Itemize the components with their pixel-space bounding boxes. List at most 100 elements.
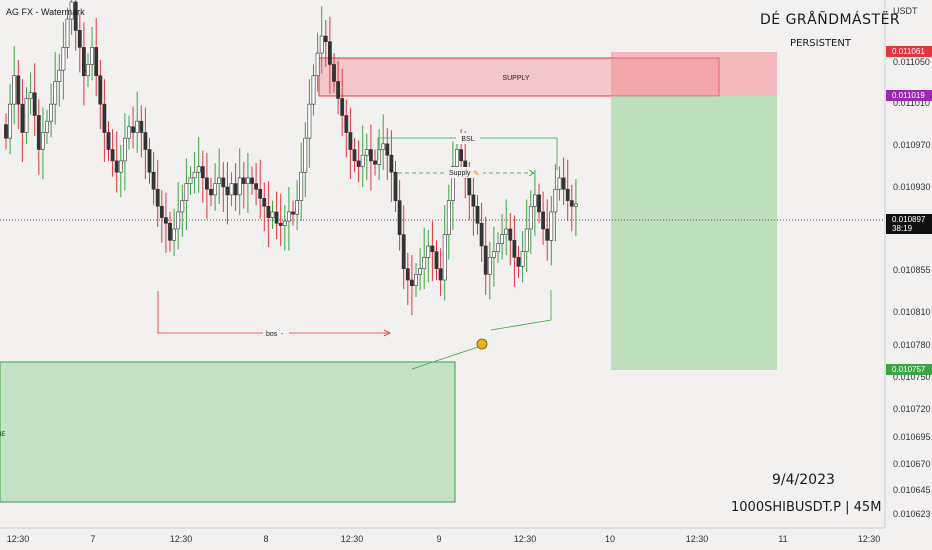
- candle-body[interactable]: [233, 183, 238, 196]
- candle-body[interactable]: [57, 69, 62, 82]
- candle-body[interactable]: [553, 188, 558, 213]
- candle-body[interactable]: [98, 75, 103, 105]
- candle-body[interactable]: [127, 126, 131, 139]
- candle-body[interactable]: [28, 92, 33, 99]
- candle-body[interactable]: [36, 115, 41, 150]
- candle-body[interactable]: [73, 1, 78, 31]
- candle-body[interactable]: [258, 188, 263, 199]
- candle-body[interactable]: [360, 154, 365, 167]
- candle-body[interactable]: [414, 274, 418, 286]
- candle-body[interactable]: [94, 47, 99, 77]
- candle-body[interactable]: [352, 149, 357, 162]
- price-axis-ticks[interactable]: 0.011050 0.011010 0.010970 0.010930 0.010855…: [893, 57, 931, 519]
- candle-body[interactable]: [516, 257, 521, 267]
- candle-body[interactable]: [164, 217, 168, 224]
- candle-body[interactable]: [438, 268, 443, 281]
- candle-body[interactable]: [356, 160, 361, 167]
- candle-body[interactable]: [508, 228, 513, 241]
- candle-body[interactable]: [442, 234, 447, 281]
- candle-body[interactable]: [504, 228, 509, 235]
- candle-body[interactable]: [49, 103, 54, 122]
- candle-body[interactable]: [528, 205, 533, 230]
- time-axis-ticks[interactable]: 12:30 7 12:30 8 12:30 9 12:30 10 12:30 11 12:30: [7, 534, 881, 544]
- candle-body[interactable]: [381, 143, 386, 150]
- candle-body[interactable]: [123, 137, 127, 162]
- candle-body[interactable]: [147, 149, 152, 173]
- candle-body[interactable]: [250, 177, 254, 184]
- candle-body[interactable]: [389, 154, 394, 173]
- candle-body[interactable]: [496, 243, 500, 252]
- candle-body[interactable]: [217, 177, 222, 184]
- candle-body[interactable]: [467, 177, 472, 196]
- candle-body[interactable]: [368, 149, 373, 162]
- candle-body[interactable]: [20, 103, 25, 133]
- candle-body[interactable]: [373, 160, 377, 165]
- candle-body[interactable]: [393, 171, 398, 201]
- candle-body[interactable]: [172, 228, 177, 241]
- candle-body[interactable]: [90, 47, 95, 65]
- candle-body[interactable]: [364, 149, 369, 156]
- candle-body[interactable]: [348, 132, 353, 150]
- candle-body[interactable]: [131, 126, 136, 133]
- candle-body[interactable]: [12, 75, 17, 105]
- candle-body[interactable]: [332, 64, 336, 82]
- candle-body[interactable]: [446, 200, 451, 235]
- candle-body[interactable]: [77, 30, 82, 48]
- candle-body[interactable]: [270, 211, 275, 218]
- candle-body[interactable]: [545, 228, 550, 241]
- candle-body[interactable]: [299, 171, 304, 201]
- candle-body[interactable]: [565, 188, 570, 201]
- candle-body[interactable]: [409, 279, 414, 286]
- candle-body[interactable]: [69, 1, 74, 20]
- candle-body[interactable]: [254, 183, 259, 190]
- candle-body[interactable]: [188, 177, 193, 184]
- candle-body[interactable]: [176, 211, 181, 230]
- candle-body[interactable]: [434, 251, 439, 269]
- candle-body[interactable]: [106, 132, 111, 150]
- candle-body[interactable]: [487, 257, 492, 275]
- candle-body[interactable]: [479, 222, 484, 247]
- candle-body[interactable]: [102, 103, 107, 133]
- candle-body[interactable]: [168, 222, 172, 241]
- candle-body[interactable]: [459, 149, 464, 162]
- candle-body[interactable]: [549, 211, 554, 241]
- candle-body[interactable]: [295, 200, 300, 215]
- candle-body[interactable]: [340, 98, 345, 116]
- candle-body[interactable]: [266, 205, 271, 218]
- candle-body[interactable]: [291, 211, 295, 215]
- candle-body[interactable]: [344, 115, 349, 133]
- candle-body[interactable]: [53, 81, 58, 105]
- candle-body[interactable]: [422, 257, 427, 269]
- candle-body[interactable]: [471, 194, 476, 207]
- candle-body[interactable]: [455, 149, 459, 167]
- candle-body[interactable]: [209, 188, 213, 196]
- candle-body[interactable]: [401, 234, 406, 269]
- rising-trendline-lower[interactable]: [411, 346, 479, 370]
- candle-body[interactable]: [561, 177, 566, 190]
- candle-body[interactable]: [86, 64, 90, 77]
- short-position-target-zone[interactable]: [611, 96, 777, 370]
- candle-body[interactable]: [237, 177, 242, 196]
- candle-body[interactable]: [500, 234, 505, 245]
- rising-trendline-upper[interactable]: [490, 290, 552, 331]
- candle-body[interactable]: [24, 98, 29, 133]
- candle-body[interactable]: [8, 103, 13, 139]
- candle-body[interactable]: [491, 251, 496, 258]
- candle-body[interactable]: [282, 220, 287, 226]
- candle-body[interactable]: [532, 194, 537, 207]
- candle-body[interactable]: [450, 166, 455, 201]
- candle-body[interactable]: [184, 183, 189, 201]
- candle-body[interactable]: [323, 35, 328, 43]
- candle-body[interactable]: [221, 177, 226, 188]
- candle-body[interactable]: [32, 92, 37, 116]
- candle-body[interactable]: [61, 47, 66, 71]
- candle-body[interactable]: [241, 177, 246, 184]
- demand-zone-box[interactable]: [0, 361, 456, 503]
- candle-body[interactable]: [573, 203, 578, 207]
- candle-body[interactable]: [430, 245, 435, 252]
- candle-body[interactable]: [262, 198, 267, 207]
- candle-body[interactable]: [213, 183, 218, 196]
- candle-body[interactable]: [196, 166, 201, 173]
- candle-body[interactable]: [557, 177, 562, 190]
